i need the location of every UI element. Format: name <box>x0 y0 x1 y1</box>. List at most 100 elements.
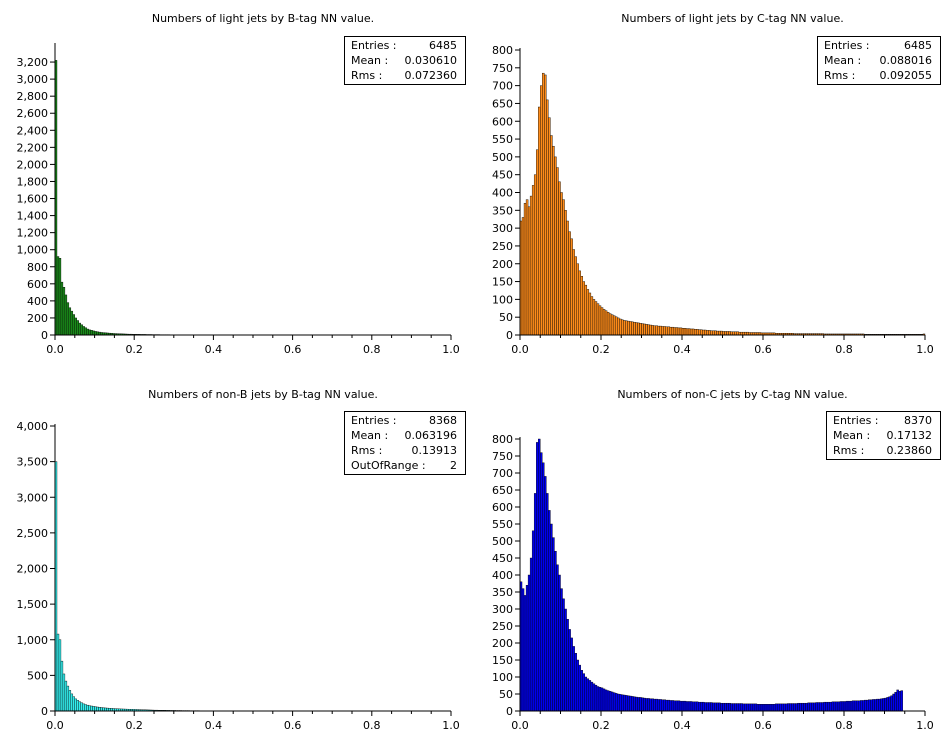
histogram-bar <box>94 331 97 336</box>
histogram-bar <box>643 697 646 712</box>
histogram-bar <box>659 325 662 336</box>
histogram-bar <box>675 700 679 712</box>
histogram-bar <box>582 281 586 336</box>
histogram-bar <box>657 325 660 336</box>
histogram-bar <box>556 167 559 336</box>
histogram-bar <box>649 698 652 712</box>
histogram-bar <box>590 296 594 336</box>
histogram-bar <box>884 697 887 712</box>
histogram-bar <box>62 287 66 336</box>
histogram-bar <box>671 700 675 712</box>
histogram-bar <box>552 145 555 336</box>
stats-value: 0.030610 <box>404 54 458 67</box>
y-tick-label: 800 <box>492 433 513 446</box>
histogram-bar <box>637 322 640 336</box>
x-tick-label: 0.4 <box>673 343 691 356</box>
y-tick-label: 3,200 <box>17 56 49 69</box>
histogram-bar <box>580 670 583 712</box>
histogram-bar <box>714 702 717 712</box>
stats-value: 8370 <box>904 414 932 427</box>
y-tick-label: 1,500 <box>17 598 49 611</box>
histogram-bar <box>58 258 62 336</box>
histogram-bar <box>606 312 610 336</box>
histogram-bar <box>70 693 74 712</box>
histogram-bar <box>849 700 853 712</box>
histogram-bar <box>639 323 642 336</box>
chart-panel-2: Numbers of non-B jets by B-tag NN value.… <box>0 376 475 752</box>
histogram-bar <box>736 703 739 712</box>
y-tick-label: 3,000 <box>17 73 49 86</box>
stats-label: OutOfRange : <box>351 459 426 472</box>
histogram-bar <box>890 695 893 712</box>
y-tick-label: 2,000 <box>17 158 49 171</box>
histogram-bar <box>592 683 596 712</box>
histogram-bar <box>691 328 695 336</box>
histogram-bar <box>629 695 632 712</box>
histogram-bar <box>821 702 824 712</box>
histogram-bar <box>90 705 93 712</box>
histogram-bar <box>708 330 711 336</box>
histogram-bar <box>825 701 828 712</box>
histogram-bar <box>578 270 581 336</box>
histogram-bar <box>900 690 903 712</box>
histogram-bar <box>598 687 602 712</box>
histogram-bar <box>647 324 650 336</box>
y-tick-label: 600 <box>27 278 48 291</box>
histogram-bar <box>665 699 669 712</box>
stats-label: Mean : <box>351 54 389 67</box>
histogram-bar <box>592 299 596 336</box>
histogram-bar <box>878 698 881 712</box>
chart-svg: Numbers of non-C jets by C-tag NN value.… <box>492 388 934 732</box>
histogram-bar <box>540 452 543 712</box>
histogram-bar <box>785 703 788 712</box>
histogram-bar <box>572 646 575 712</box>
y-tick-label: 600 <box>492 501 513 514</box>
histogram-bar <box>80 702 83 712</box>
histogram-bar <box>598 305 602 336</box>
histogram-bar <box>726 702 729 712</box>
histogram-bar <box>768 704 772 712</box>
histogram-bar <box>728 331 731 336</box>
histogram-bar <box>710 702 713 712</box>
x-tick-label: 0.6 <box>754 719 772 732</box>
histogram-bar <box>803 702 806 712</box>
chart-title: Numbers of light jets by C-tag NN value. <box>621 12 843 25</box>
histogram-bar <box>72 314 75 336</box>
y-tick-label: 2,200 <box>17 141 49 154</box>
histogram-bar <box>809 702 812 712</box>
histogram-bar <box>691 701 695 712</box>
histogram-bar <box>631 321 634 336</box>
stats-label: Entries : <box>351 39 397 52</box>
x-tick-label: 0.8 <box>363 343 381 356</box>
stats-row: OutOfRange : 2 <box>351 458 457 473</box>
histogram-bar <box>625 695 628 712</box>
histogram-bar <box>892 693 895 712</box>
histogram-bar <box>568 231 571 336</box>
x-tick-label: 0.2 <box>592 343 610 356</box>
histogram-bar <box>600 687 604 712</box>
stats-value: 0.063196 <box>404 429 458 442</box>
histogram-bar <box>683 700 687 712</box>
y-tick-label: 0 <box>41 705 48 718</box>
y-tick-label: 500 <box>492 151 513 164</box>
histogram-bar <box>829 701 833 712</box>
y-tick-label: 2,800 <box>17 90 49 103</box>
histogram-bar <box>616 693 620 712</box>
histogram-bar <box>687 328 691 336</box>
histogram-bar <box>92 706 95 712</box>
x-tick-label: 0.0 <box>511 719 529 732</box>
y-tick-label: 1,800 <box>17 175 49 188</box>
histogram-bar <box>774 703 778 712</box>
histogram-bar <box>610 691 614 712</box>
histogram-bar <box>738 703 741 712</box>
histogram-bar <box>552 537 555 712</box>
x-tick-label: 0.0 <box>46 719 64 732</box>
y-tick-label: 700 <box>492 80 513 93</box>
histogram-bar <box>629 321 632 336</box>
histogram-bar <box>566 618 569 712</box>
histogram-bar <box>564 210 567 336</box>
histogram-bar <box>588 680 592 712</box>
histogram-bar <box>527 206 531 336</box>
x-tick-label: 0.6 <box>284 719 302 732</box>
histogram-bar <box>544 476 547 712</box>
